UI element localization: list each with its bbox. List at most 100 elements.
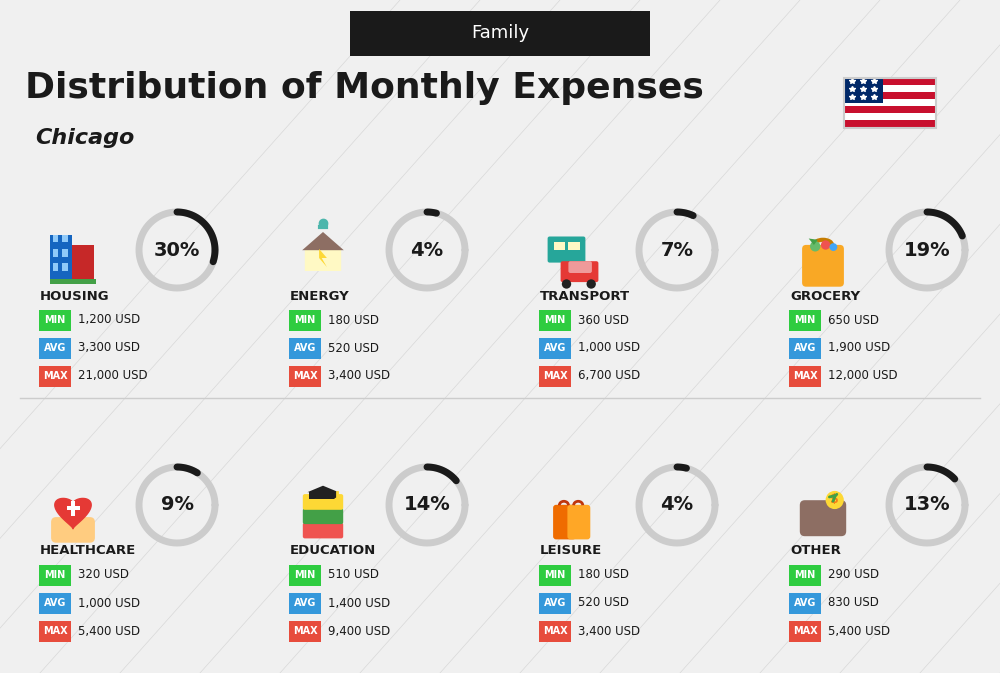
FancyBboxPatch shape [303, 508, 343, 524]
Text: MAX: MAX [43, 371, 67, 381]
Text: 5,400 USD: 5,400 USD [78, 625, 140, 637]
Text: 320 USD: 320 USD [78, 569, 129, 581]
Text: MIN: MIN [544, 315, 566, 325]
Text: 3,300 USD: 3,300 USD [78, 341, 140, 355]
Text: AVG: AVG [44, 598, 66, 608]
FancyBboxPatch shape [539, 621, 571, 641]
FancyBboxPatch shape [62, 235, 68, 242]
FancyBboxPatch shape [289, 365, 321, 386]
FancyBboxPatch shape [309, 492, 337, 499]
Text: 6,700 USD: 6,700 USD [578, 369, 640, 382]
Text: MAX: MAX [43, 626, 67, 636]
Text: MAX: MAX [793, 626, 817, 636]
FancyBboxPatch shape [539, 365, 571, 386]
Text: TRANSPORT: TRANSPORT [540, 289, 630, 302]
FancyBboxPatch shape [289, 592, 321, 614]
Text: Chicago: Chicago [35, 128, 134, 148]
FancyBboxPatch shape [350, 11, 650, 56]
Polygon shape [809, 238, 818, 245]
Text: 1,400 USD: 1,400 USD [328, 596, 390, 610]
Circle shape [810, 241, 820, 252]
Text: 650 USD: 650 USD [828, 314, 879, 326]
Circle shape [830, 243, 837, 251]
FancyBboxPatch shape [789, 337, 821, 359]
Text: MIN: MIN [294, 570, 316, 580]
Text: 520 USD: 520 USD [578, 596, 629, 610]
Text: MIN: MIN [44, 315, 66, 325]
Text: 510 USD: 510 USD [328, 569, 379, 581]
FancyBboxPatch shape [303, 523, 343, 538]
FancyBboxPatch shape [53, 235, 58, 242]
Text: ENERGY: ENERGY [290, 289, 350, 302]
FancyBboxPatch shape [62, 263, 68, 271]
Text: MIN: MIN [544, 570, 566, 580]
Text: Family: Family [471, 24, 529, 42]
Text: 30%: 30% [154, 240, 200, 260]
Text: MAX: MAX [543, 626, 567, 636]
Text: 9%: 9% [160, 495, 194, 514]
FancyBboxPatch shape [802, 245, 844, 287]
Text: 290 USD: 290 USD [828, 569, 879, 581]
FancyBboxPatch shape [539, 565, 571, 586]
Text: AVG: AVG [794, 343, 816, 353]
FancyBboxPatch shape [39, 592, 71, 614]
FancyBboxPatch shape [39, 565, 71, 586]
Polygon shape [302, 232, 344, 250]
Text: EDUCATION: EDUCATION [290, 544, 376, 557]
FancyBboxPatch shape [845, 99, 935, 106]
FancyBboxPatch shape [289, 565, 321, 586]
FancyBboxPatch shape [845, 106, 935, 113]
Text: HOUSING: HOUSING [40, 289, 110, 302]
Polygon shape [307, 486, 339, 492]
Circle shape [587, 279, 596, 289]
Text: 7%: 7% [660, 240, 694, 260]
FancyBboxPatch shape [845, 113, 935, 120]
Text: 12,000 USD: 12,000 USD [828, 369, 898, 382]
FancyBboxPatch shape [303, 494, 343, 510]
Text: 21,000 USD: 21,000 USD [78, 369, 148, 382]
FancyBboxPatch shape [845, 78, 883, 103]
Text: MIN: MIN [794, 315, 816, 325]
Text: 830 USD: 830 USD [828, 596, 879, 610]
Text: AVG: AVG [294, 343, 316, 353]
FancyBboxPatch shape [554, 242, 565, 250]
Text: 4%: 4% [410, 240, 444, 260]
Text: 180 USD: 180 USD [578, 569, 629, 581]
Text: 520 USD: 520 USD [328, 341, 379, 355]
Text: AVG: AVG [544, 343, 566, 353]
FancyBboxPatch shape [789, 565, 821, 586]
FancyBboxPatch shape [845, 85, 935, 92]
FancyBboxPatch shape [845, 120, 935, 127]
FancyBboxPatch shape [789, 365, 821, 386]
FancyBboxPatch shape [800, 500, 846, 536]
FancyBboxPatch shape [71, 501, 75, 516]
FancyBboxPatch shape [53, 249, 58, 256]
Text: Distribution of Monthly Expenses: Distribution of Monthly Expenses [25, 71, 704, 105]
FancyBboxPatch shape [553, 505, 576, 539]
Text: 4%: 4% [660, 495, 694, 514]
Text: 1,000 USD: 1,000 USD [578, 341, 640, 355]
Text: $: $ [830, 493, 839, 507]
Text: LEISURE: LEISURE [540, 544, 602, 557]
FancyBboxPatch shape [568, 261, 592, 273]
FancyBboxPatch shape [50, 235, 72, 281]
FancyBboxPatch shape [289, 310, 321, 330]
FancyBboxPatch shape [539, 592, 571, 614]
Text: 3,400 USD: 3,400 USD [578, 625, 640, 637]
Text: MIN: MIN [44, 570, 66, 580]
FancyBboxPatch shape [789, 621, 821, 641]
Text: MAX: MAX [543, 371, 567, 381]
FancyBboxPatch shape [789, 592, 821, 614]
Text: AVG: AVG [294, 598, 316, 608]
Text: GROCERY: GROCERY [790, 289, 860, 302]
Circle shape [826, 491, 844, 509]
FancyBboxPatch shape [539, 337, 571, 359]
Text: AVG: AVG [44, 343, 66, 353]
FancyBboxPatch shape [561, 261, 598, 282]
FancyBboxPatch shape [845, 92, 935, 99]
Text: 3,400 USD: 3,400 USD [328, 369, 390, 382]
FancyBboxPatch shape [539, 310, 571, 330]
FancyBboxPatch shape [548, 236, 585, 262]
Text: AVG: AVG [544, 598, 566, 608]
FancyBboxPatch shape [789, 310, 821, 330]
